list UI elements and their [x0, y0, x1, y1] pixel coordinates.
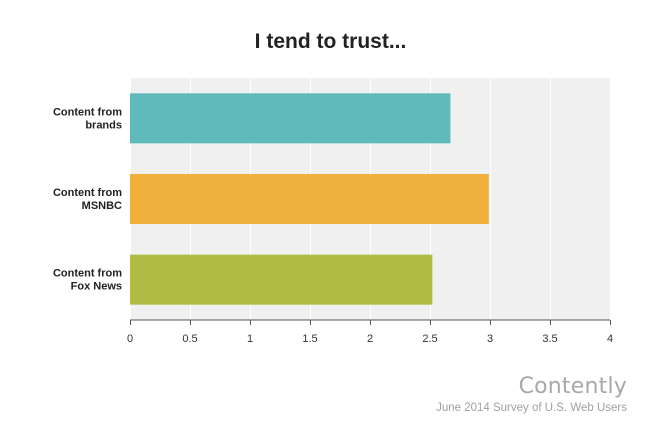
category-label: Content from brands	[53, 106, 122, 131]
x-axis-ticks: 0 0.5 1 1.5 2 2.5 3 3.5 4	[127, 320, 613, 345]
category-labels: Content from brands Content from MSNBC Conte…	[53, 106, 122, 292]
bar-3	[130, 254, 433, 305]
x-tick-label: 3.5	[542, 333, 557, 345]
bars	[130, 93, 489, 305]
bar-2	[130, 173, 489, 225]
x-tick-label: 0	[127, 333, 133, 345]
x-tick-label: 2	[367, 333, 373, 345]
x-tick-label: 1	[247, 333, 253, 345]
x-tick-label: 3	[487, 333, 493, 345]
category-label: Content from Fox News	[53, 268, 122, 293]
x-tick-label: 0.5	[182, 333, 197, 345]
x-tick-label: 4	[607, 333, 613, 345]
x-tick-label: 2.5	[422, 333, 437, 345]
chart-title: I tend to trust...	[254, 30, 407, 53]
source-note: June 2014 Survey of U.S. Web Users	[436, 402, 627, 414]
x-tick-label: 1.5	[302, 333, 317, 345]
category-label: Content from MSNBC	[53, 187, 122, 212]
bar-1	[130, 93, 451, 144]
brand-logo-text: Contently	[518, 374, 627, 399]
